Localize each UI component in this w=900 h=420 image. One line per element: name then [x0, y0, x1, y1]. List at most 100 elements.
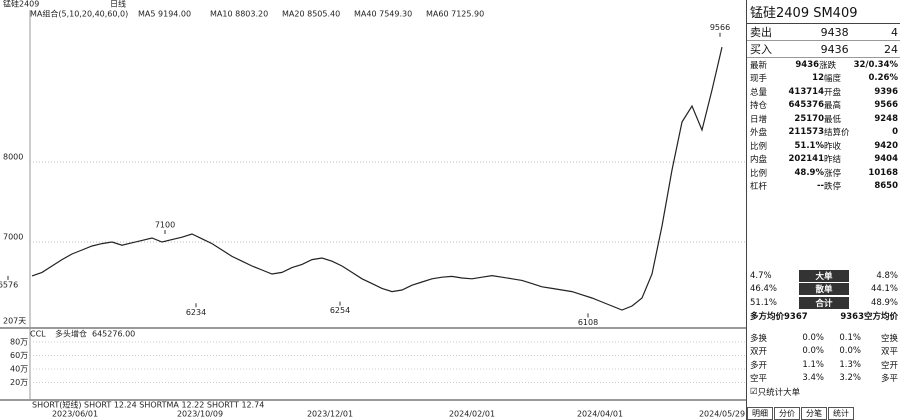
- tab[interactable]: 明细: [747, 407, 773, 420]
- info-row: 日增 25170 最低 9248: [747, 112, 900, 126]
- y-tick-label: 7000: [3, 233, 23, 242]
- annotation: 9566: [710, 23, 730, 32]
- info-cell: 0.26%: [868, 73, 899, 84]
- quote-cell: 24: [883, 42, 898, 56]
- info-row: 比例 48.9% 涨停 10168: [747, 166, 900, 180]
- info-cell: 0: [892, 127, 898, 138]
- info-row: 比例 51.1% 昨收 9420: [747, 139, 900, 153]
- x-tick-label: 2023/10/09: [177, 410, 223, 419]
- info-cell: 昨结: [824, 155, 842, 166]
- tab[interactable]: 分笔: [801, 407, 827, 420]
- ma-item: MA40 7549.30: [354, 10, 412, 19]
- quote-cell: 买入: [750, 43, 772, 56]
- stat-cell: 空换: [880, 333, 898, 344]
- info-cell: 202141: [788, 154, 825, 165]
- x-tick-label: 2024/02/01: [449, 410, 495, 419]
- flow-row: 51.1% 合计 48.9%: [747, 296, 900, 310]
- quote-row: 买入 9436 24: [747, 41, 900, 58]
- stat-cell: 0.0%: [802, 346, 824, 357]
- flow-cell: 4.7%: [750, 270, 772, 281]
- info-cell: 最低: [824, 114, 842, 125]
- indicator: CCL: [30, 330, 46, 339]
- flow-row: 46.4% 散单 44.1%: [747, 283, 900, 297]
- annotation: 6576: [0, 280, 18, 289]
- checkbox-label: 只统计大单: [757, 387, 801, 398]
- flow-cell: 4.8%: [876, 270, 898, 281]
- x-tick-label: 2023/12/01: [307, 410, 353, 419]
- tab[interactable]: 统计: [828, 407, 854, 420]
- info-cell: 9404: [874, 154, 898, 165]
- tab[interactable]: 分价: [774, 407, 800, 420]
- short-line: SHORT(短线) SHORT 12.24 SHORTMA 12.22 SHOR…: [32, 400, 264, 410]
- info-row: 持仓 645376 最高 9566: [747, 99, 900, 113]
- quote-cell: 9438: [820, 25, 849, 39]
- x-tick-label: 2023/06/01: [52, 410, 98, 419]
- ma-item: MA5 9194.00: [138, 10, 191, 19]
- days: 207天: [3, 317, 26, 326]
- stat-cell: 空平: [750, 374, 768, 385]
- stat-cell: 3.2%: [839, 373, 861, 384]
- annotation: 7100: [155, 221, 175, 230]
- info-cell: 外盘: [750, 128, 768, 139]
- sub-y-tick: 20万: [10, 378, 28, 387]
- info-row: 总量 413714 开盘 9396: [747, 85, 900, 99]
- x-tick-label: 2024/04/01: [577, 410, 623, 419]
- chart-area: 锰硅2409 日线 207天 CCL 多头增仓 645276.00 SHORT(…: [0, 0, 746, 419]
- info-cell: 9436: [795, 59, 820, 70]
- quote-cell: 9436: [820, 42, 849, 56]
- stat-cell: 3.4%: [802, 373, 824, 384]
- info-cell: 杠杆: [750, 182, 768, 193]
- info-cell: 跌停: [824, 182, 842, 193]
- sub-y-tick: 80万: [10, 338, 28, 347]
- sub-y-tick: 40万: [10, 365, 28, 374]
- info-row: 现手 12 幅度 0.26%: [747, 72, 900, 86]
- info-row: 杠杆 -- 跌停 8650: [747, 180, 900, 194]
- flow-cell: 散单: [799, 283, 849, 296]
- info-cell: 645376: [788, 100, 825, 111]
- info-cell: 日增: [750, 114, 768, 125]
- flow-cell: 大单: [799, 269, 849, 282]
- info-row: 内盘 202141 昨结 9404: [747, 153, 900, 167]
- info-cell: 48.9%: [794, 167, 825, 178]
- info-cell: 现手: [750, 74, 768, 85]
- info-cell: 总量: [750, 87, 768, 98]
- info-cell: 内盘: [750, 155, 768, 166]
- stat-cell: 空开: [880, 360, 898, 371]
- ma-item: MA10 8803.20: [210, 10, 268, 19]
- quote-row: 卖出 9438 4: [747, 24, 900, 41]
- flow-cell: 48.9%: [870, 297, 898, 308]
- annotation: 6108: [578, 318, 598, 327]
- flow-cell: 46.4%: [750, 284, 778, 295]
- avg-buy: 多方均价9367: [750, 312, 808, 323]
- info-cell: 持仓: [750, 101, 768, 112]
- avg-sell: 9363空方均价: [840, 312, 898, 323]
- stat-cell: 1.1%: [802, 359, 824, 370]
- stat-cell: 多平: [880, 374, 898, 385]
- info-cell: 211573: [788, 127, 825, 138]
- info-cell: 9420: [874, 140, 898, 151]
- info-row: 外盘 211573 结算价 0: [747, 126, 900, 140]
- info-cell: 8650: [874, 181, 898, 192]
- info-cell: 比例: [750, 168, 768, 179]
- info-row: 最新 9436 涨跌 32/0.34%: [747, 58, 900, 72]
- info-cell: 413714: [788, 86, 825, 97]
- info-cell: --: [816, 181, 824, 192]
- flow-cell: 44.1%: [870, 284, 898, 295]
- stat-cell: 多换: [750, 333, 768, 344]
- info-cell: 9396: [874, 86, 898, 97]
- flow-cell: 合计: [799, 296, 849, 309]
- stat-row: 空平 3.4% 3.2% 多平: [747, 372, 900, 386]
- info-cell: 12: [812, 73, 824, 84]
- price-line: [31, 46, 723, 311]
- stat-cell: 双开: [750, 347, 768, 358]
- quote-cell: 卖出: [750, 26, 772, 39]
- flow-row: 4.7% 大单 4.8%: [747, 269, 900, 283]
- checkbox[interactable]: ☑ 只统计大单: [747, 385, 900, 399]
- info-cell: 最高: [824, 101, 842, 112]
- flow-cell: 51.1%: [750, 297, 778, 308]
- info-cell: 25170: [794, 113, 824, 124]
- x-tick-label: 2024/05/29: [699, 410, 745, 419]
- ma-item: MA20 8505.40: [282, 10, 340, 19]
- stat-cell: 多开: [750, 360, 768, 371]
